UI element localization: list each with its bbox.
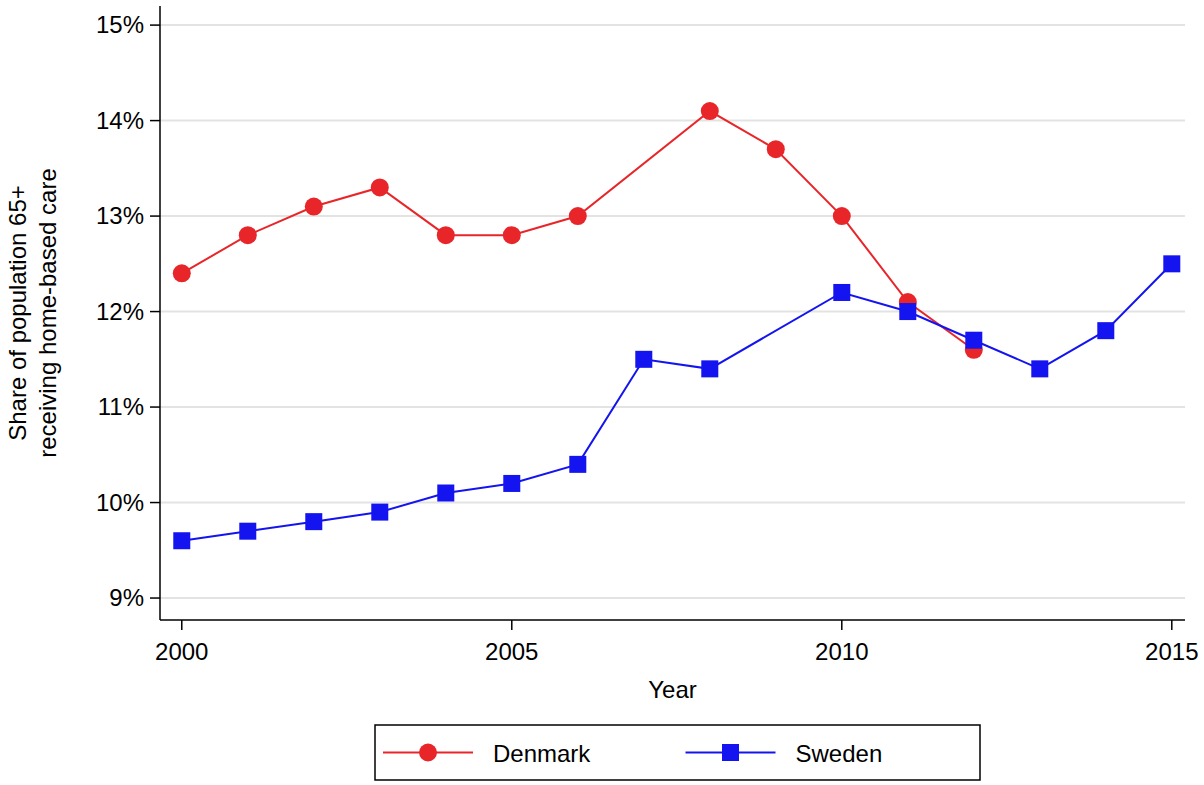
- y-tick-label: 14%: [96, 107, 144, 134]
- legend-box: [375, 725, 980, 780]
- x-tick: [1171, 620, 1173, 630]
- y-tick-label: 13%: [96, 202, 144, 229]
- series-marker: [1163, 255, 1180, 272]
- series-marker: [305, 198, 323, 216]
- x-tick: [841, 620, 843, 630]
- legend-label: Denmark: [493, 740, 591, 767]
- y-tick: [150, 502, 160, 504]
- series-marker: [569, 207, 587, 225]
- x-tick-label: 2000: [155, 638, 208, 665]
- y-axis-label-line: Share of population 65+: [4, 185, 31, 441]
- y-tick-label: 11%: [98, 393, 144, 420]
- x-tick-label: 2010: [815, 638, 868, 665]
- series-line: [182, 264, 1172, 541]
- series-marker: [503, 226, 521, 244]
- series-marker: [371, 504, 388, 521]
- y-axis: [159, 6, 161, 620]
- series-marker: [833, 207, 851, 225]
- y-tick-label: 15%: [96, 11, 144, 38]
- y-axis-label: Share of population 65+receiving home-ba…: [4, 168, 61, 458]
- legend-label: Sweden: [796, 740, 883, 767]
- legend-marker: [419, 744, 437, 762]
- y-tick: [150, 597, 160, 599]
- series-marker: [371, 178, 389, 196]
- chart: 9% 10% 11% 12% 13% 14% 15% 2000 2005 2010 2015 Year…: [0, 0, 1204, 785]
- series-marker: [1097, 322, 1114, 339]
- y-tick-label: 10%: [96, 489, 144, 516]
- x-axis: [160, 619, 1185, 621]
- legend-marker: [722, 744, 739, 761]
- y-tick: [150, 215, 160, 217]
- grid-line: [160, 502, 1185, 504]
- y-tick: [150, 24, 160, 26]
- x-tick: [511, 620, 513, 630]
- series-marker: [635, 351, 652, 368]
- series-marker: [701, 102, 719, 120]
- series-marker: [503, 475, 520, 492]
- x-tick-label: 2015: [1145, 638, 1198, 665]
- y-tick: [150, 311, 160, 313]
- series-marker: [899, 303, 916, 320]
- y-tick-label: 9%: [109, 584, 144, 611]
- y-tick-label: 12%: [96, 298, 144, 325]
- series-marker: [173, 264, 191, 282]
- plot-area: [173, 102, 1181, 549]
- series-marker: [437, 226, 455, 244]
- y-axis-label-line: receiving home-based care: [34, 168, 61, 458]
- x-tick: [181, 620, 183, 630]
- grid-line: [160, 24, 1185, 26]
- series-line: [182, 111, 974, 350]
- y-tick: [150, 120, 160, 122]
- series-marker: [1031, 360, 1048, 377]
- series-marker: [767, 140, 785, 158]
- series-marker: [833, 284, 850, 301]
- series-marker: [239, 523, 256, 540]
- series-marker: [305, 513, 322, 530]
- grid-line: [160, 120, 1185, 122]
- x-tick-label: 2005: [485, 638, 538, 665]
- series-marker: [965, 332, 982, 349]
- y-tick: [150, 406, 160, 408]
- x-axis-label: Year: [648, 676, 697, 703]
- series-marker: [437, 484, 454, 501]
- series-marker: [173, 532, 190, 549]
- grid-line: [160, 597, 1185, 599]
- legend: Denmark Sweden: [375, 725, 980, 780]
- series-marker: [701, 360, 718, 377]
- grid-line: [160, 311, 1185, 313]
- series-marker: [239, 226, 257, 244]
- grid-line: [160, 406, 1185, 408]
- series-marker: [569, 456, 586, 473]
